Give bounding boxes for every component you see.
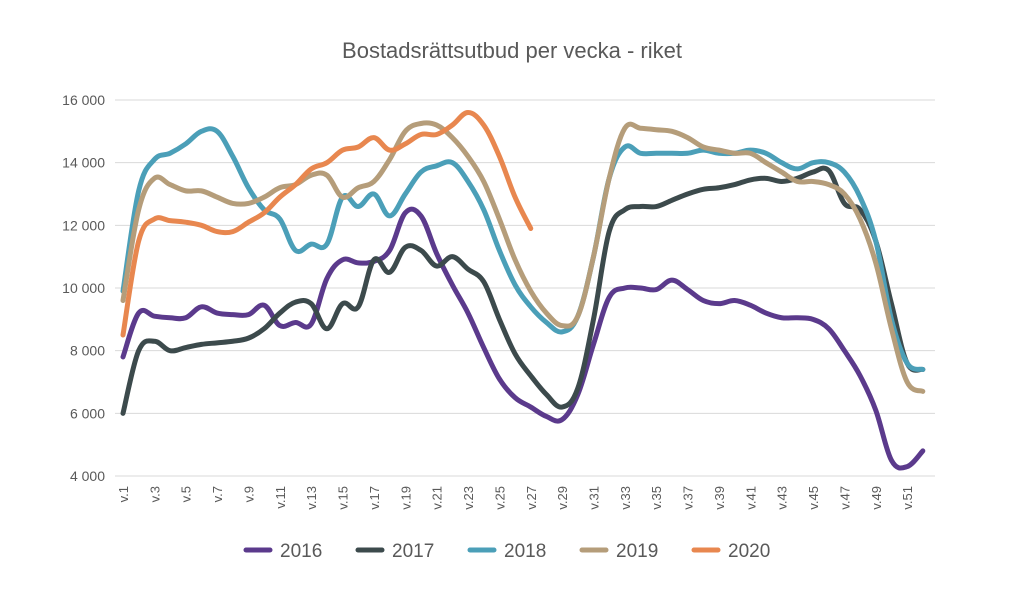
x-tick-label: v.43	[775, 486, 790, 510]
x-tick-label: v.21	[430, 486, 445, 510]
x-tick-label: v.27	[524, 486, 539, 510]
y-tick-label: 8 000	[70, 343, 105, 359]
x-tick-label: v.25	[492, 486, 507, 510]
legend-label-2016: 2016	[280, 541, 322, 562]
y-tick-label: 16 000	[62, 92, 105, 108]
x-tick-label: v.41	[743, 486, 758, 510]
legend-label-2017: 2017	[392, 541, 434, 562]
series-line-2020	[120, 110, 534, 338]
x-tick-label: v.13	[304, 486, 319, 510]
x-tick-label: v.31	[586, 486, 601, 510]
x-tick-label: v.19	[398, 486, 413, 510]
x-tick-label: v.51	[900, 486, 915, 510]
legend: 2016 2017 2018 2019 2020	[243, 541, 770, 562]
legend-label-2020: 2020	[728, 541, 770, 562]
x-tick-label: v.49	[869, 486, 884, 510]
x-tick-label: v.11	[273, 486, 288, 509]
x-axis-ticks: v.1 v.3 v.5 v.7 v.9 v.11 v.13 v.15 v.17 v.19 v.21 v…	[116, 486, 915, 510]
series-line-2018	[120, 126, 926, 372]
x-tick-label: v.3	[147, 486, 162, 502]
x-tick-label: v.37	[681, 486, 696, 510]
y-tick-label: 10 000	[62, 280, 105, 296]
x-tick-label: v.7	[210, 486, 225, 502]
series-layer	[120, 110, 926, 471]
x-tick-label: v.5	[179, 486, 194, 502]
y-tick-label: 14 000	[62, 155, 105, 171]
x-tick-label: v.1	[116, 486, 131, 502]
x-tick-label: v.17	[367, 486, 382, 510]
legend-label-2018: 2018	[504, 541, 546, 562]
chart-title: Bostadsrättsutbud per vecka - riket	[342, 38, 682, 63]
x-tick-label: v.35	[649, 486, 664, 510]
x-tick-label: v.15	[336, 486, 351, 510]
x-tick-label: v.9	[241, 486, 256, 502]
x-tick-label: v.47	[837, 486, 852, 510]
y-axis-ticks: 4 000 6 000 8 000 10 000 12 000 14 000 16 000	[62, 92, 105, 484]
series-line-2016	[120, 206, 926, 471]
y-tick-label: 12 000	[62, 217, 105, 233]
y-tick-label: 4 000	[70, 468, 105, 484]
y-tick-label: 6 000	[70, 405, 105, 421]
x-tick-label: v.33	[618, 486, 633, 510]
series-line-2019	[120, 120, 926, 394]
x-tick-label: v.39	[712, 486, 727, 510]
grid-layer	[115, 99, 935, 477]
legend-label-2019: 2019	[616, 541, 658, 562]
x-tick-label: v.29	[555, 486, 570, 510]
x-tick-label: v.23	[461, 486, 476, 510]
x-tick-label: v.45	[806, 486, 821, 510]
